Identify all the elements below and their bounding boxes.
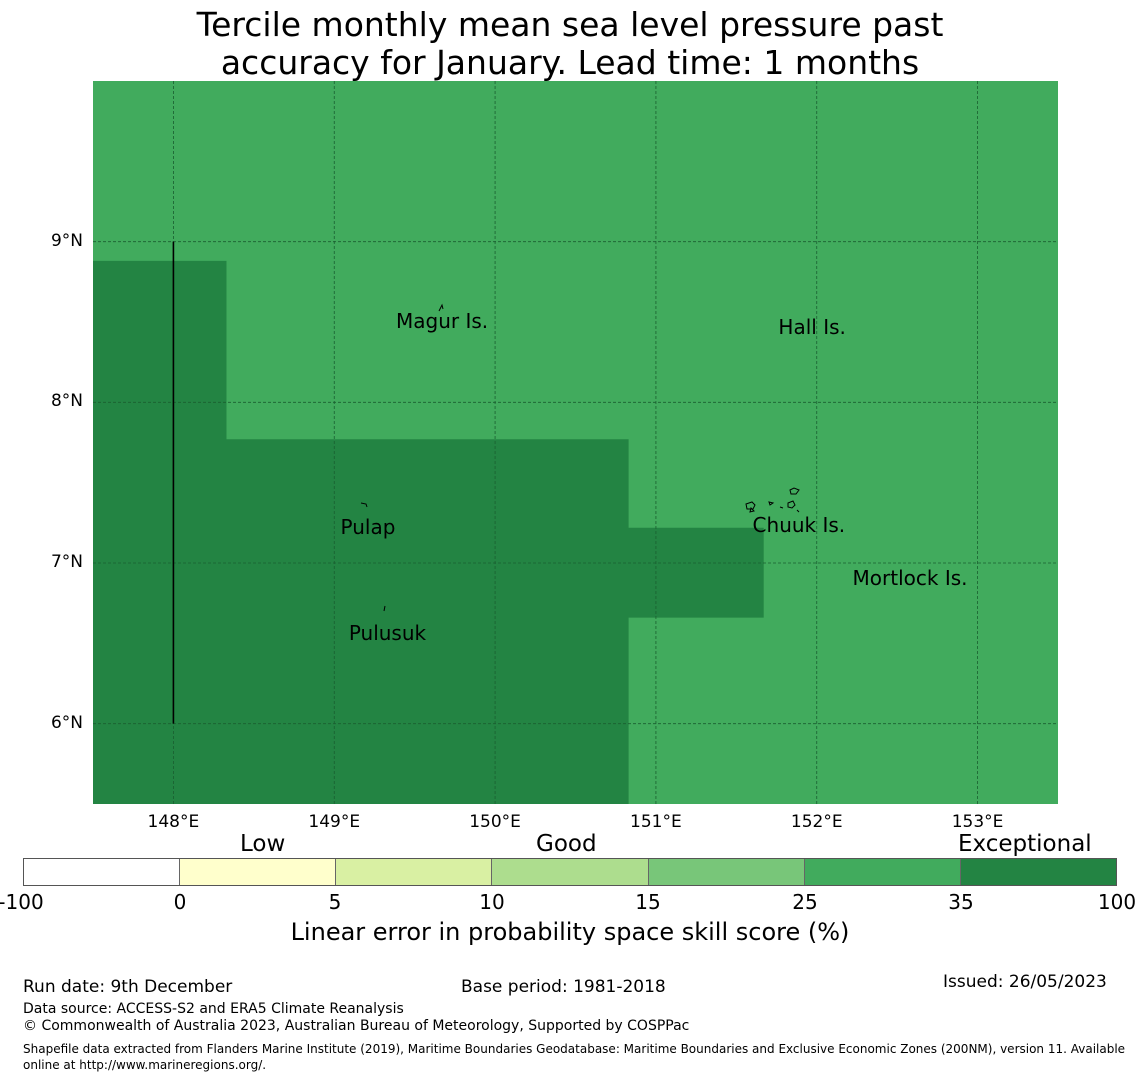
copyright: © Commonwealth of Australia 2023, Austra… [23,1018,690,1034]
issued-date: Issued: 26/05/2023 [943,972,1107,992]
latitude-label: 9°N [50,230,83,251]
latitude-label: 7°N [50,552,83,572]
longitude-label: 152°E [790,812,843,832]
title-line-1: Tercile monthly mean sea level pressure … [196,5,944,44]
shapefile-credit: Shapefile data extracted from Flanders M… [23,1042,1126,1072]
place-label: Chuuk Is. [752,513,846,538]
category-low-label: Low [240,831,286,857]
data-source: Data source: ACCESS-S2 and ERA5 Climate … [23,1001,404,1017]
base-period: Base period: 1981-2018 [461,977,666,997]
longitude-label: 150°E [469,812,521,832]
place-label: Pulap [340,514,396,539]
colorbar [23,858,1117,886]
colorbar-label: Linear error in probability space skill … [290,918,850,946]
category-exceptional-label: Exceptional [958,831,1092,857]
colorbar-segment [180,859,337,885]
colorbar-segment [960,859,1116,885]
colorbar-segment [648,859,805,885]
colorbar-tick: 15 [635,890,661,914]
colorbar-segment [336,859,493,885]
place-label: Hall Is. [778,315,846,340]
map-title: Tercile monthly mean sea level pressure … [0,6,1140,82]
title-line-2: accuracy for January. Lead time: 1 month… [220,43,920,82]
colorbar-segment [804,859,961,885]
colorbar-tick: 0 [173,890,187,914]
colorbar-tick: 100 [1097,890,1137,914]
colorbar-segment [24,859,181,885]
place-label: Pulusuk [348,620,427,645]
magur-island-outline [438,303,444,312]
place-label: Mortlock Is. [852,566,968,591]
colorbar-tick: -100 [0,890,44,914]
map-area [93,81,1058,804]
colorbar-tick: 35 [948,890,974,914]
colorbar-tick: 5 [328,890,342,914]
longitude-label: 149°E [308,812,361,832]
longitude-label: 153°E [951,812,1004,832]
chuuk-lagoon-outline [745,487,800,513]
colorbar-segment [492,859,649,885]
longitude-label: 151°E [630,812,682,832]
island-outlines [360,303,800,612]
latitude-label: 8°N [50,391,83,412]
longitude-label: 148°E [147,812,200,832]
latitude-label: 6°N [50,712,83,733]
pulusuk-island-outline [383,605,386,612]
exceptional-skill-region [93,260,764,804]
colorbar-tick: 10 [479,890,505,914]
category-good-label: Good [536,831,597,857]
pulap-island-outline [360,502,368,508]
place-label: Magur Is. [396,309,489,333]
colorbar-tick: 25 [792,890,818,914]
run-date: Run date: 9th December [23,977,233,997]
